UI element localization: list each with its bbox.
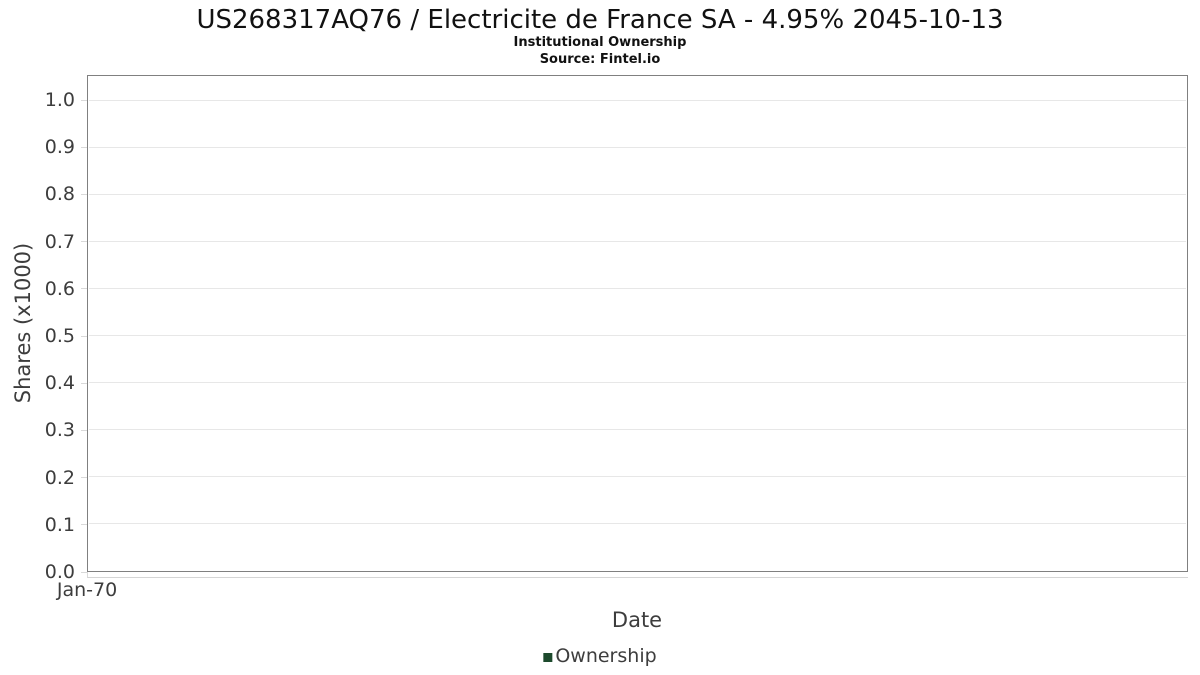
- y-tick-mark: [81, 335, 87, 337]
- gridline: [89, 429, 1186, 431]
- y-tick-label: 0.4: [44, 372, 75, 395]
- x-axis: Jan-70: [57, 572, 1188, 606]
- gridline: [89, 382, 1186, 384]
- y-tick-mark: [81, 571, 87, 573]
- chart-source: Source: Fintel.io: [539, 52, 661, 67]
- legend-item: Ownership: [543, 645, 657, 667]
- gridline: [89, 147, 1186, 149]
- y-tick-label: 0.5: [44, 325, 75, 347]
- gridline: [89, 194, 1186, 196]
- legend-label: Ownership: [555, 645, 657, 667]
- x-tick-mark: [87, 572, 88, 577]
- y-tick-label: 0.3: [44, 419, 75, 442]
- gridline: [89, 523, 1186, 525]
- y-tick-mark: [81, 477, 87, 479]
- gridline: [89, 288, 1186, 290]
- y-tick-mark: [81, 193, 87, 195]
- y-tick-label: 1.0: [44, 89, 75, 111]
- y-tick-mark: [81, 288, 87, 290]
- y-tick-label: 0.2: [44, 466, 75, 489]
- chart-subtitle: Institutional Ownership: [513, 35, 687, 50]
- y-tick-label: 0.9: [44, 136, 75, 159]
- gridline: [89, 241, 1186, 243]
- y-tick-label: 0.7: [44, 230, 75, 253]
- y-tick-label: 0.0: [44, 561, 75, 583]
- x-tick-label: Jan-70: [56, 579, 118, 601]
- y-tick-mark: [81, 429, 87, 431]
- y-axis: 0.0 0.1 0.2 0.3 0.4 0.5 0.6 0.7 0.8 0.9 1.0: [0, 75, 87, 583]
- gridline: [89, 335, 1186, 337]
- y-tick-mark: [81, 524, 87, 526]
- y-tick-label: 0.6: [44, 277, 75, 300]
- gridline: [89, 476, 1186, 478]
- y-tick-label: 0.1: [44, 513, 75, 536]
- y-tick-label: 0.8: [44, 183, 75, 206]
- gridline: [89, 100, 1186, 102]
- y-tick-mark: [81, 146, 87, 148]
- x-axis-strip: [87, 577, 1188, 578]
- y-tick-mark: [81, 99, 87, 101]
- legend: Ownership: [543, 645, 657, 667]
- y-tick-mark: [81, 382, 87, 384]
- plot-area: [87, 75, 1188, 572]
- y-tick-mark: [81, 241, 87, 243]
- x-axis-label: Date: [611, 608, 663, 632]
- plot-wrap: 0.0 0.1 0.2 0.3 0.4 0.5 0.6 0.7 0.8 0.9 1.0 Jan-70: [45, 75, 1188, 601]
- legend-marker-square: [543, 653, 553, 662]
- chart-title: US268317AQ76 / Electricite de France SA …: [196, 5, 1004, 35]
